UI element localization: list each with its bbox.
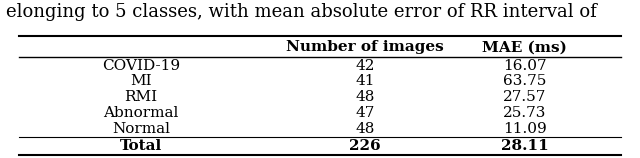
Text: 63.75: 63.75 <box>503 74 547 88</box>
Text: Normal: Normal <box>112 122 170 136</box>
Text: Number of images: Number of images <box>286 40 444 54</box>
Text: Abnormal: Abnormal <box>103 106 179 120</box>
Text: 48: 48 <box>355 122 374 136</box>
Text: COVID-19: COVID-19 <box>102 59 180 73</box>
Text: 28.11: 28.11 <box>501 139 548 153</box>
Text: 48: 48 <box>355 90 374 104</box>
Text: MI: MI <box>130 74 152 88</box>
Text: MAE (ms): MAE (ms) <box>483 40 567 54</box>
Text: 41: 41 <box>355 74 374 88</box>
Text: 226: 226 <box>349 139 381 153</box>
Text: Total: Total <box>120 139 162 153</box>
Text: 16.07: 16.07 <box>503 59 547 73</box>
Text: elonging to 5 classes, with mean absolute error of RR interval of: elonging to 5 classes, with mean absolut… <box>6 3 597 21</box>
Text: 11.09: 11.09 <box>503 122 547 136</box>
Text: 25.73: 25.73 <box>503 106 547 120</box>
Text: 42: 42 <box>355 59 374 73</box>
Text: RMI: RMI <box>124 90 157 104</box>
Text: 27.57: 27.57 <box>503 90 547 104</box>
Text: 47: 47 <box>355 106 374 120</box>
